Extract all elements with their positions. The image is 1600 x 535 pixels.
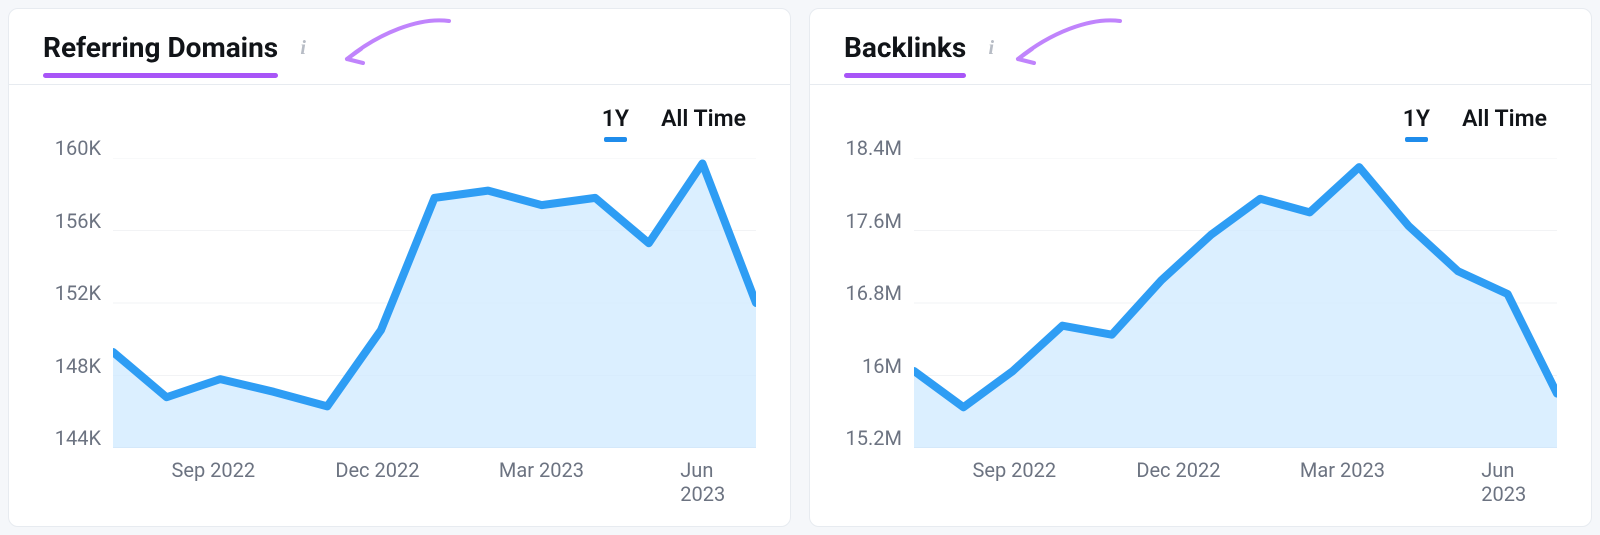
time-range-tabs: 1Y All Time — [844, 105, 1557, 138]
chart-area: 18.4M17.6M16.8M16M15.2M — [844, 158, 1557, 448]
annotation-arrow — [339, 15, 459, 75]
chart-area: 160K156K152K148K144K — [43, 158, 756, 448]
x-tick-label: Jun 2023 — [680, 458, 730, 506]
y-axis: 18.4M17.6M16.8M16M15.2M — [844, 158, 914, 448]
card-body: 1Y All Time 160K 156K 152K 148K 144K Sep 2022 D… — [9, 85, 790, 526]
tab-all-time[interactable]: All Time — [1462, 105, 1547, 138]
y-tick-label: 160K — [55, 136, 101, 160]
card-title: Referring Domains — [43, 31, 278, 68]
tab-1y[interactable]: 1Y — [1403, 105, 1430, 138]
x-tick-label: Dec 2022 — [335, 458, 419, 482]
y-tick-label: 18.4M — [846, 136, 902, 160]
card-body: 1Y All Time 18.4M 17.6M 16.8M 16M 15.2M Sep 20… — [810, 85, 1591, 526]
x-tick-label: Jun 2023 — [1481, 458, 1531, 506]
tab-1y[interactable]: 1Y — [602, 105, 629, 138]
x-tick-label: Mar 2023 — [499, 458, 584, 482]
y-tick-label: 156K — [55, 209, 101, 233]
info-icon[interactable]: i — [980, 38, 1002, 60]
y-tick-label: 152K — [55, 281, 101, 305]
x-tick-label: Mar 2023 — [1300, 458, 1385, 482]
y-tick-label: 148K — [55, 354, 101, 378]
y-tick-label: 144K — [55, 426, 101, 450]
y-tick-label: 17.6M — [846, 209, 902, 233]
card-backlinks: Backlinksi 1YAll Time18.4M17.6M16.8M16M1… — [809, 8, 1592, 527]
plot — [113, 158, 756, 448]
y-tick-label: 16M — [862, 354, 902, 378]
info-icon[interactable]: i — [292, 38, 314, 60]
chart-svg — [113, 158, 756, 448]
plot — [914, 158, 1557, 448]
x-axis: Sep 2022Dec 2022Mar 2023Jun 2023 — [43, 458, 756, 486]
chart-svg — [914, 158, 1557, 448]
x-tick-label: Sep 2022 — [973, 458, 1057, 482]
y-tick-label: 16.8M — [846, 281, 902, 305]
annotation-arrow-wrap — [339, 15, 459, 75]
card-referring-domains: Referring Domains i 1Y All Time 160K 156K 152… — [8, 8, 791, 527]
x-tick-label: Sep 2022 — [172, 458, 256, 482]
x-axis: Sep 2022Dec 2022Mar 2023Jun 2023 — [844, 458, 1557, 486]
card-header: Referring Domains i — [9, 9, 790, 85]
y-axis: 160K156K152K148K144K — [43, 158, 113, 448]
tab-all-time[interactable]: All Time — [661, 105, 746, 138]
time-range-tabs: 1Y All Time — [43, 105, 756, 138]
annotation-arrow-wrap — [1010, 15, 1130, 75]
x-tick-label: Dec 2022 — [1136, 458, 1220, 482]
y-tick-label: 15.2M — [846, 426, 902, 450]
annotation-arrow — [1010, 15, 1130, 75]
card-title: Backlinks — [844, 31, 966, 68]
card-header: Backlinks i — [810, 9, 1591, 85]
